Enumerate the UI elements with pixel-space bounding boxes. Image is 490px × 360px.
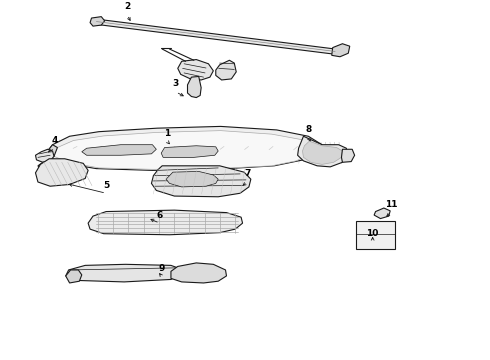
Polygon shape (66, 270, 82, 283)
Polygon shape (302, 141, 343, 165)
Text: 5: 5 (103, 181, 109, 190)
Polygon shape (356, 221, 395, 249)
Text: 3: 3 (172, 80, 179, 89)
Polygon shape (88, 210, 243, 235)
Text: 11: 11 (385, 200, 397, 209)
Polygon shape (35, 159, 88, 186)
Polygon shape (374, 208, 390, 219)
Text: 2: 2 (124, 3, 130, 12)
Text: 7: 7 (244, 170, 250, 179)
Text: 6: 6 (157, 211, 163, 220)
Polygon shape (332, 44, 350, 57)
Polygon shape (216, 60, 236, 80)
Polygon shape (151, 166, 251, 197)
Polygon shape (97, 19, 335, 54)
Polygon shape (35, 149, 54, 162)
Polygon shape (48, 145, 57, 157)
Polygon shape (38, 161, 56, 170)
Polygon shape (342, 149, 355, 162)
Text: 4: 4 (52, 136, 58, 145)
Polygon shape (66, 264, 181, 282)
Polygon shape (171, 263, 226, 283)
Text: 8: 8 (305, 125, 312, 134)
Text: 10: 10 (367, 229, 379, 238)
Polygon shape (161, 146, 218, 157)
Polygon shape (90, 17, 105, 26)
Text: 1: 1 (164, 129, 170, 138)
Polygon shape (166, 171, 218, 187)
Polygon shape (309, 145, 322, 155)
Text: 9: 9 (159, 265, 165, 274)
Polygon shape (188, 76, 201, 98)
Polygon shape (178, 59, 213, 80)
Polygon shape (54, 131, 313, 169)
Polygon shape (297, 136, 347, 167)
Polygon shape (82, 145, 156, 155)
Polygon shape (48, 126, 322, 170)
